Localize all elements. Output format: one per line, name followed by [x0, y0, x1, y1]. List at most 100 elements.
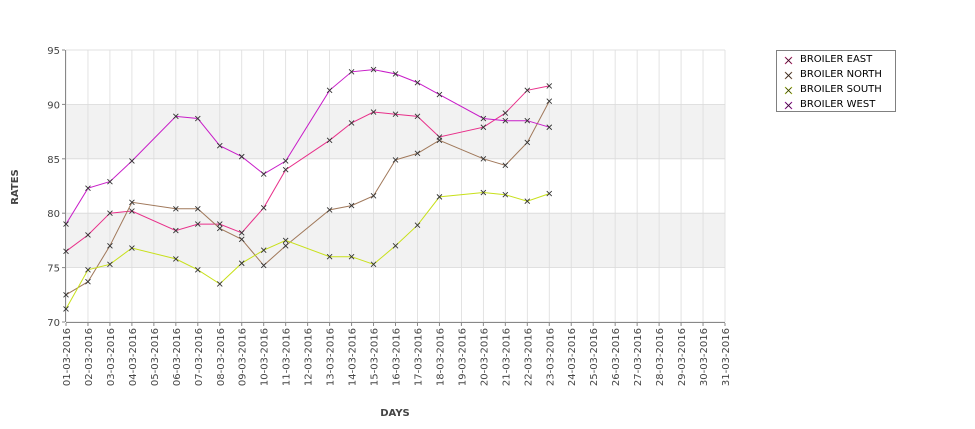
x-tick-label: 19-03-2016 — [457, 328, 468, 386]
data-point — [216, 225, 223, 232]
data-point — [348, 253, 355, 260]
data-point — [260, 262, 267, 269]
legend-marker-broiler-south — [784, 86, 793, 95]
x-tick-label: 12-03-2016 — [304, 328, 315, 386]
data-point — [414, 113, 421, 120]
x-tick-label: 13-03-2016 — [326, 328, 337, 386]
data-point — [282, 158, 289, 164]
legend-item-broiler-south: BROILER SOUTH — [777, 83, 895, 98]
x-tick-label: 22-03-2016 — [523, 328, 534, 386]
x-tick-label: 29-03-2016 — [677, 328, 688, 386]
data-point — [326, 207, 333, 213]
data-point — [85, 278, 91, 285]
x-tick-label: 20-03-2016 — [479, 328, 490, 386]
data-point — [238, 229, 245, 236]
x-tick-label: 31-03-2016 — [721, 328, 732, 386]
vertical-gridlines — [65, 50, 726, 322]
data-point — [502, 191, 509, 198]
data-point — [282, 237, 289, 244]
legend-marker-broiler-east — [784, 56, 793, 65]
x-tick-label: 14-03-2016 — [348, 328, 359, 386]
data-point — [392, 157, 399, 163]
series-line-broiler-south — [65, 191, 550, 310]
legend-item-broiler-north: BROILER NORTH — [777, 68, 895, 83]
x-tick-label: 27-03-2016 — [633, 328, 644, 386]
x-tick-label: 25-03-2016 — [589, 328, 600, 386]
data-point — [348, 120, 355, 126]
x-tick-label: 10-03-2016 — [260, 328, 271, 386]
data-point — [546, 124, 553, 131]
data-point — [392, 111, 399, 118]
x-tick-label: 21-03-2016 — [501, 328, 512, 386]
x-tick-label: 09-03-2016 — [238, 328, 249, 386]
data-point — [129, 199, 135, 206]
data-point — [414, 150, 421, 157]
data-point — [194, 266, 201, 273]
x-tick-label: 17-03-2016 — [413, 328, 424, 386]
data-point — [129, 245, 135, 251]
data-point — [524, 139, 531, 146]
data-point — [480, 189, 487, 196]
data-point — [392, 71, 399, 77]
x-tick-label: 26-03-2016 — [611, 328, 622, 386]
x-tick-label: 05-03-2016 — [150, 328, 161, 386]
data-point — [502, 117, 509, 124]
series-layer — [63, 66, 553, 312]
data-point — [173, 113, 179, 120]
data-point — [480, 155, 487, 162]
data-point — [546, 83, 553, 89]
data-point — [370, 192, 377, 199]
data-point — [480, 115, 487, 122]
x-tick-label: 04-03-2016 — [128, 328, 139, 386]
y-tick-label: 80 — [47, 209, 60, 220]
legend-marker-broiler-west — [784, 101, 793, 110]
data-point — [194, 115, 201, 122]
data-point — [107, 243, 113, 249]
legend-item-broiler-west: BROILER WEST — [777, 98, 895, 113]
x-tick-label: 23-03-2016 — [545, 328, 556, 386]
legend-label-broiler-east: BROILER EAST — [800, 54, 873, 65]
data-point — [480, 124, 487, 131]
data-point — [63, 291, 69, 298]
legend-label-broiler-south: BROILER SOUTH — [800, 84, 882, 95]
data-point — [348, 68, 355, 75]
data-point — [85, 232, 91, 238]
legend-label-broiler-north: BROILER NORTH — [800, 69, 882, 80]
data-point — [524, 198, 531, 205]
data-point — [238, 260, 245, 267]
x-tick-label: 07-03-2016 — [194, 328, 205, 386]
data-point — [260, 171, 267, 177]
data-point — [502, 162, 509, 169]
data-point — [348, 202, 355, 209]
series-broiler-south — [63, 189, 553, 312]
data-point — [326, 137, 333, 144]
data-point — [194, 221, 201, 227]
data-point — [194, 206, 201, 212]
data-point — [524, 117, 531, 124]
data-point — [524, 87, 531, 94]
x-tick-label: 28-03-2016 — [655, 328, 666, 386]
x-axis-label: DAYS — [380, 408, 410, 419]
data-point — [129, 158, 135, 164]
data-point — [370, 261, 377, 268]
data-point — [436, 137, 443, 144]
y-tick-label: 90 — [47, 100, 60, 111]
y-axis-label: RATES — [10, 169, 21, 205]
x-tick-labels: 01-03-2016 02-03-2016 03-03-2016 04-03-2016… — [62, 323, 732, 386]
x-tick-label: 18-03-2016 — [435, 328, 446, 386]
x-tick-label: 08-03-2016 — [216, 328, 227, 386]
data-point — [63, 221, 69, 227]
series-broiler-west — [63, 66, 553, 227]
data-point — [85, 266, 91, 273]
series-broiler-north — [63, 98, 553, 298]
x-tick-label: 11-03-2016 — [282, 328, 293, 386]
data-point — [238, 236, 245, 243]
data-point — [63, 248, 69, 255]
data-point — [129, 208, 135, 214]
data-point — [216, 281, 223, 287]
data-point — [436, 91, 443, 98]
data-point — [173, 256, 179, 262]
series-line-broiler-east — [65, 85, 550, 252]
data-point — [436, 194, 443, 200]
